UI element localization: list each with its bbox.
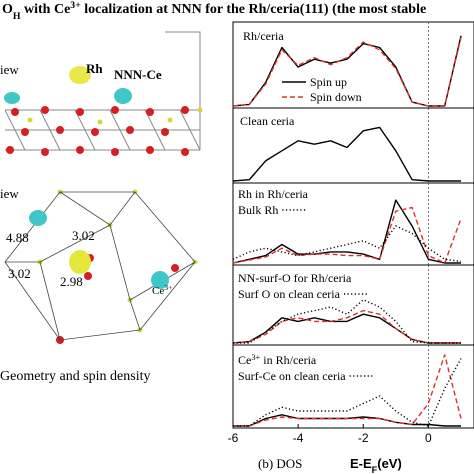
title: OH with Ce3+ localization at NNN for the…: [2, 0, 426, 22]
dos-line: [232, 199, 461, 264]
text-part: localization at NNN for the Rh/ceria(111…: [81, 2, 426, 17]
text-part: 3+: [251, 353, 260, 362]
panel-label: Rh in Rh/ceria: [238, 187, 309, 201]
distance-label: 3.02: [8, 266, 31, 281]
text-part: Clean ceria: [240, 114, 295, 128]
legend-label: Surf-Ce on clean ceria: [238, 369, 346, 383]
dos-line: [232, 206, 462, 264]
text-part: with Ce: [21, 2, 71, 17]
x-tick-label: -4: [293, 431, 304, 445]
text-part: NN-surf-O for Rh/ceria: [238, 271, 352, 285]
text-part: Rh in Rh/ceria: [238, 187, 309, 201]
distance-label: 3.02: [72, 228, 95, 243]
text-part: E-E: [350, 456, 372, 471]
dos-line: [233, 354, 462, 427]
text-part: 3+: [70, 0, 81, 11]
rh-label: Rh: [86, 61, 103, 76]
panel-label: NN-surf-O for Rh/ceria: [238, 271, 352, 285]
text-part: Rh/ceria: [243, 29, 284, 43]
text-part: Ce: [238, 353, 251, 367]
x-axis-label: E-EF(eV): [350, 456, 402, 474]
caption: Geometry and spin density: [0, 369, 150, 384]
legend-label: Bulk Rh: [238, 203, 278, 217]
panel-frame: [232, 344, 474, 429]
nnn-ce-label: NNN-Ce: [114, 67, 162, 82]
panel-label: Clean ceria: [240, 114, 295, 128]
text-part: (eV): [377, 456, 402, 471]
text-part: H: [13, 11, 21, 22]
dos-line: [232, 37, 462, 107]
dos-line: [233, 358, 462, 427]
dos-line: [232, 225, 462, 263]
x-tick-label: -6: [228, 431, 239, 445]
side-view-label: iew: [0, 62, 19, 77]
distance-label: 2.98: [60, 274, 83, 289]
legend-label: Spin up: [310, 75, 347, 89]
panel-label: Rh/ceria: [243, 29, 284, 43]
x-tick-label: 0: [425, 431, 432, 445]
dos-line: [232, 35, 462, 107]
text-part: O: [2, 2, 13, 17]
dos-line: [232, 126, 461, 182]
text-part: 3+: [164, 283, 172, 292]
dos-line: [232, 309, 461, 344]
distance-label: 4.88: [6, 230, 29, 245]
legend-label: Spin down: [310, 90, 362, 104]
structure-art: [4, 31, 203, 344]
text-part: F: [372, 465, 378, 474]
dos-line: [232, 313, 461, 344]
x-tick-label: -2: [358, 431, 369, 445]
panel-label: Ce3+ in Rh/ceria: [238, 353, 317, 368]
dos-caption: (b) DOS: [258, 456, 302, 471]
ce-label: Ce3+: [152, 283, 172, 298]
legend-label: Surf O on clean ceria: [238, 287, 341, 301]
text-part: in Rh/ceria: [260, 353, 317, 367]
top-view-label: iew: [0, 186, 19, 201]
text-part: Ce: [152, 285, 164, 297]
